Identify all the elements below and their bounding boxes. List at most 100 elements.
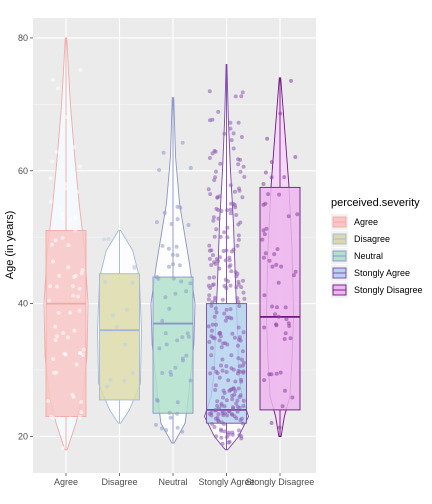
data-point (274, 371, 279, 376)
data-point (236, 162, 241, 167)
data-point (169, 372, 174, 377)
data-point (160, 243, 165, 248)
data-point (210, 422, 215, 426)
data-point (57, 206, 62, 211)
data-point (224, 307, 229, 312)
data-point (72, 328, 77, 333)
data-point (236, 237, 241, 242)
data-point (222, 429, 227, 434)
data-point (219, 345, 224, 350)
data-point (263, 201, 268, 206)
data-point (235, 243, 240, 248)
data-point (274, 323, 279, 328)
data-point (207, 248, 212, 253)
data-point (224, 370, 229, 374)
data-point (229, 412, 234, 417)
data-point (231, 247, 236, 252)
data-point (269, 160, 274, 164)
data-point (206, 324, 211, 329)
data-point (221, 388, 226, 393)
data-point (106, 236, 111, 241)
data-point (231, 146, 236, 151)
data-point (154, 397, 159, 402)
data-point (229, 269, 234, 274)
data-point (224, 364, 229, 369)
data-point (103, 279, 108, 284)
data-point (175, 411, 180, 416)
data-point (224, 398, 229, 403)
data-point (206, 297, 211, 302)
data-point (218, 234, 223, 239)
data-point (166, 246, 171, 251)
data-point (236, 120, 241, 125)
data-point (79, 400, 84, 404)
x-tick-label: Agree (54, 477, 78, 487)
data-point (234, 401, 239, 406)
data-point (68, 310, 73, 315)
data-point (236, 386, 241, 391)
data-point (81, 353, 86, 357)
data-point (217, 375, 222, 380)
data-point (64, 186, 69, 191)
data-point (225, 225, 230, 230)
data-point (57, 416, 62, 421)
data-point (210, 322, 215, 327)
data-point (283, 388, 287, 393)
data-point (68, 416, 73, 421)
data-point (286, 214, 291, 219)
legend-label: Stongly Agree (354, 268, 410, 278)
data-point (289, 78, 293, 83)
data-point (81, 347, 86, 352)
data-point (219, 427, 223, 432)
data-point (227, 264, 232, 269)
data-point (175, 425, 180, 430)
data-point (235, 409, 240, 414)
data-point (282, 337, 287, 341)
data-point (220, 368, 225, 373)
data-point (240, 349, 245, 354)
data-point (164, 428, 169, 433)
data-point (221, 395, 225, 400)
data-point (72, 145, 77, 150)
x-tick-label: Stongly Disagree (246, 477, 315, 487)
data-point (284, 317, 289, 322)
data-point (241, 369, 246, 374)
data-point (283, 331, 288, 336)
data-point (239, 357, 244, 362)
data-point (108, 377, 113, 382)
data-point (178, 205, 183, 210)
data-point (50, 159, 55, 164)
legend-title: perceived.severity (331, 197, 420, 209)
data-point (277, 192, 282, 197)
data-point (130, 281, 135, 286)
data-point (275, 305, 279, 310)
data-point (184, 289, 189, 294)
data-point (228, 211, 233, 216)
data-point (291, 273, 296, 278)
data-point (231, 406, 236, 411)
data-point (78, 68, 83, 72)
data-point (213, 306, 218, 311)
data-point (262, 325, 267, 330)
data-point (64, 115, 69, 120)
data-point (234, 285, 239, 290)
data-point (236, 343, 240, 348)
data-point (216, 109, 221, 114)
data-point (180, 335, 185, 340)
data-point (70, 284, 75, 289)
box-stongly-disagree (259, 186, 301, 411)
data-point (207, 340, 212, 344)
data-point (211, 215, 216, 220)
data-point (157, 346, 162, 351)
data-point (212, 336, 217, 341)
data-point (214, 408, 219, 413)
legend: perceived.severity Agree Disagree Neutral S… (331, 197, 423, 298)
data-point (214, 434, 219, 439)
data-point (209, 353, 214, 358)
data-point (233, 205, 238, 210)
data-point (241, 398, 246, 403)
data-point (236, 299, 241, 304)
data-point (55, 86, 60, 91)
data-point (173, 365, 178, 370)
